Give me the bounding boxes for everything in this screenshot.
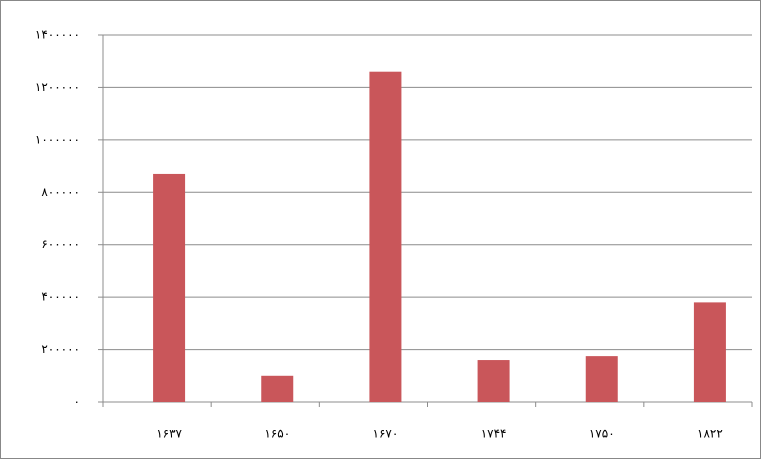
bar [586,356,618,402]
x-tick-label: ۱۷۴۴ [481,427,507,441]
y-tick-label: ۱۰۰۰۰۰۰ [35,132,80,146]
y-tick-label: ۰ [74,395,80,409]
x-tick-label: ۱۶۷۰ [373,427,399,441]
x-tick-label: ۱۷۵۰ [589,427,615,441]
bar [694,302,726,402]
y-tick-label: ۴۰۰۰۰۰ [41,290,80,304]
y-tick-label: ۲۰۰۰۰۰ [41,342,80,356]
x-tick-label: ۱۸۲۲ [697,427,723,441]
x-tick-label: ۱۶۳۷ [156,427,182,441]
y-tick-label: ۱۲۰۰۰۰۰ [35,80,80,94]
x-tick-label: ۱۶۵۰ [264,427,290,441]
y-tick-label: ۸۰۰۰۰۰ [41,185,80,199]
bar [153,174,185,402]
chart: ۰ ۲۰۰۰۰۰ ۴۰۰۰۰۰ ۶۰۰۰۰۰ ۸۰۰۰۰۰ ۱۰۰۰۰۰۰ ۱۲۰۰۰۰۰ ۱… [0,0,761,459]
y-tick-label: ۶۰۰۰۰۰ [41,237,80,251]
bar [369,72,401,402]
bar [261,376,293,402]
bar [478,360,510,402]
y-tick-label: ۱۴۰۰۰۰۰ [35,28,80,42]
